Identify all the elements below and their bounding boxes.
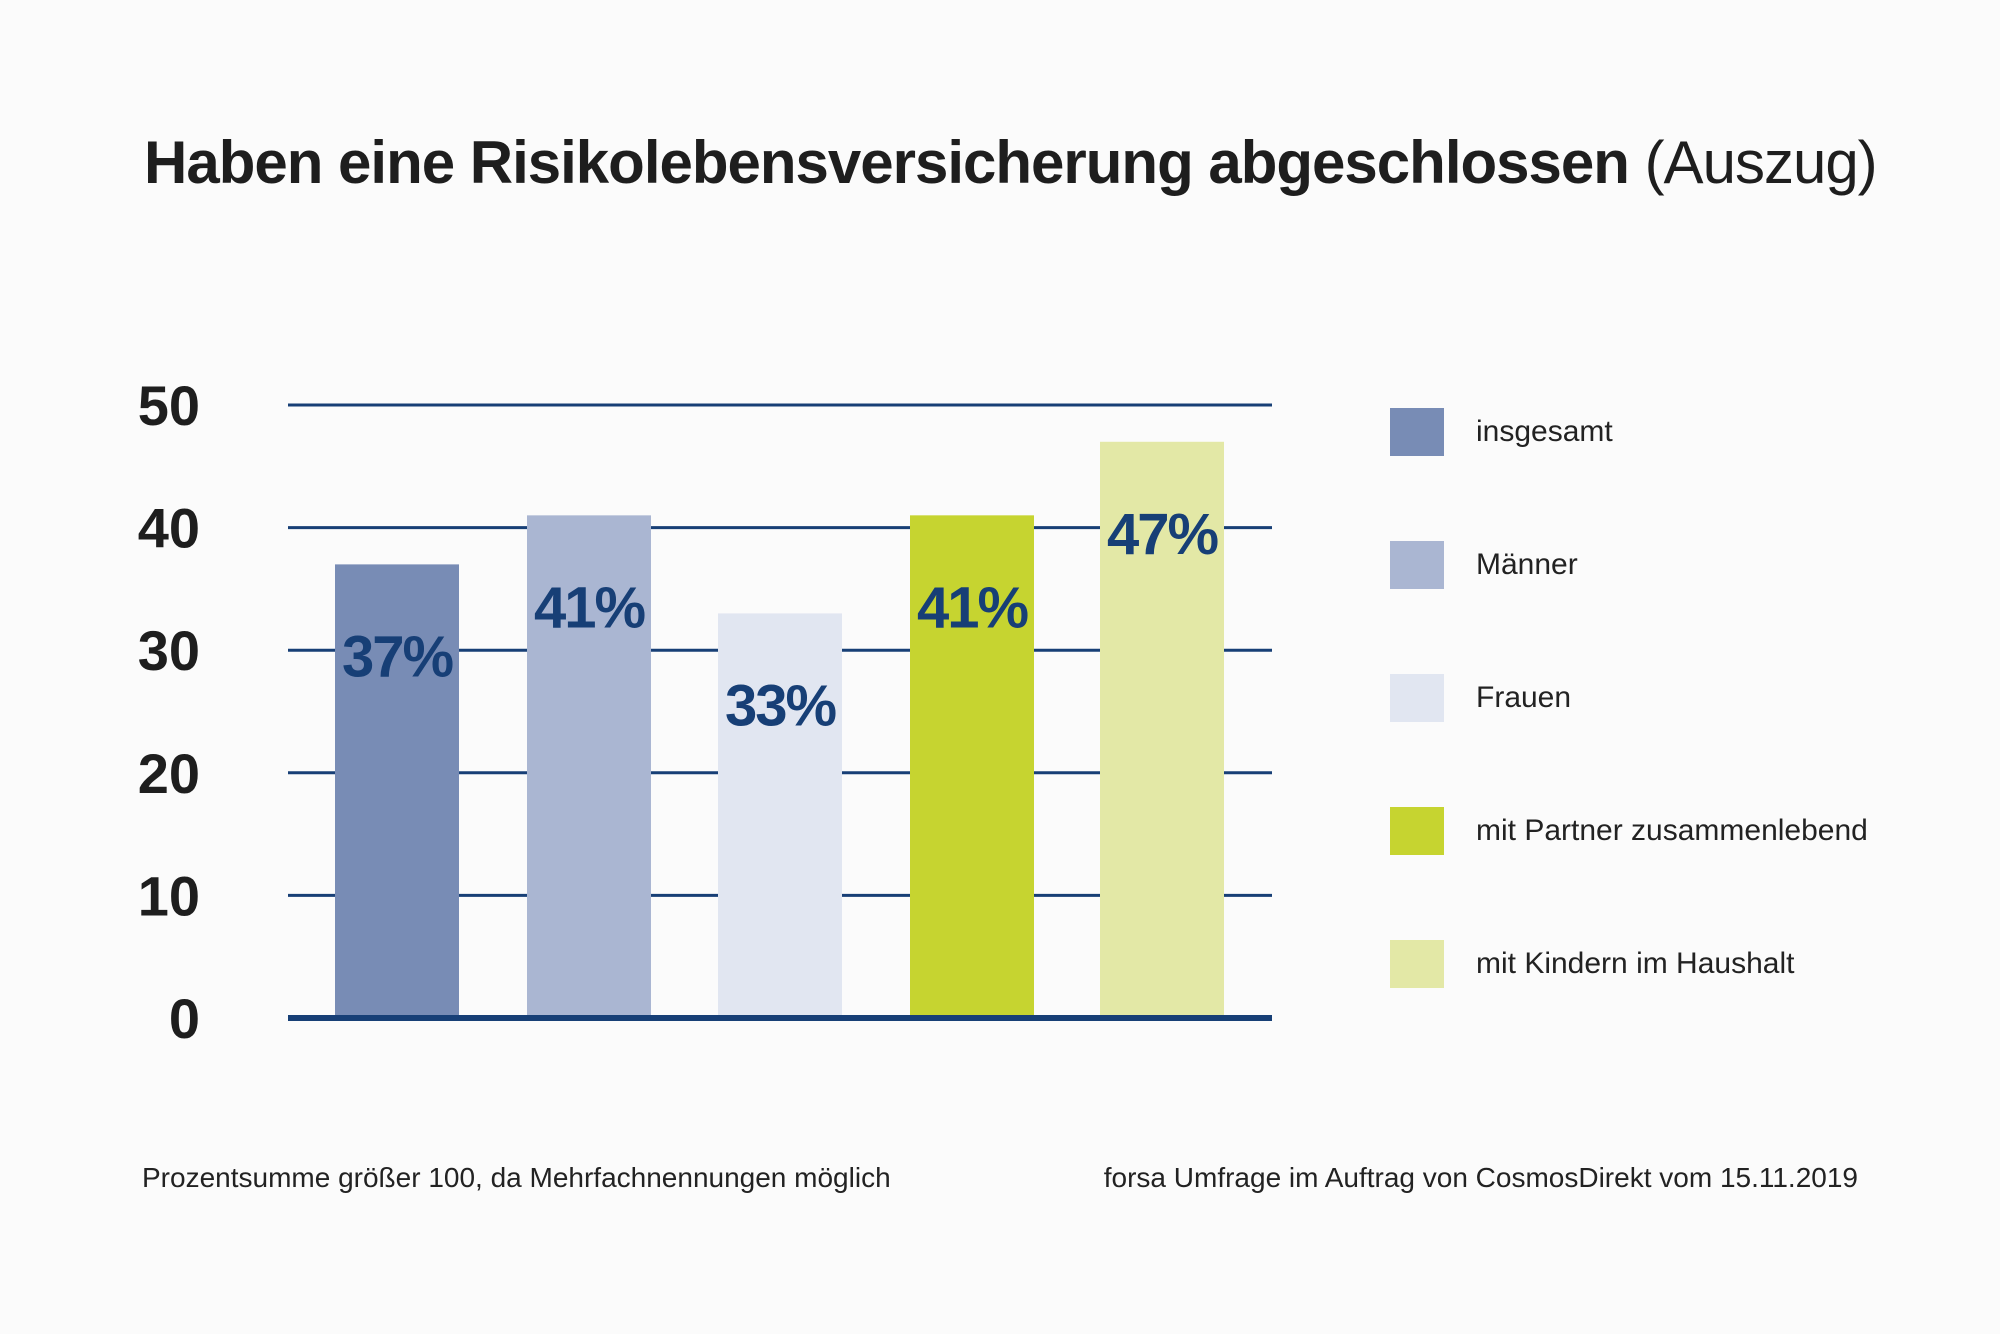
bar-0 xyxy=(335,564,459,1015)
bar-value-label-3: 41% xyxy=(917,575,1029,640)
y-tick-label-40: 40 xyxy=(138,497,200,560)
legend-swatch-maenner xyxy=(1390,541,1444,589)
chart-title: Haben eine Risikolebensversicherung abge… xyxy=(144,128,1878,197)
footnote-left: Prozentsumme größer 100, da Mehrfachnenn… xyxy=(142,1162,891,1193)
bar-value-label-4: 47% xyxy=(1107,502,1219,567)
bar-3 xyxy=(910,515,1034,1015)
legend-swatch-frauen xyxy=(1390,674,1444,722)
chart-title-suffix: (Auszug) xyxy=(1644,129,1878,196)
legend-label-frauen: Frauen xyxy=(1476,681,1572,714)
y-tick-label-0: 0 xyxy=(169,987,200,1050)
footnote-right: forsa Umfrage im Auftrag von CosmosDirek… xyxy=(1103,1162,1858,1193)
bar-value-label-0: 37% xyxy=(342,624,454,689)
bar-1 xyxy=(527,515,651,1015)
y-tick-label-10: 10 xyxy=(138,864,200,927)
legend-swatch-kinder xyxy=(1390,940,1444,988)
bar-value-label-1: 41% xyxy=(534,575,646,640)
legend-item-frauen: Frauen xyxy=(1390,674,1571,722)
bar-2 xyxy=(718,613,842,1015)
y-tick-label-30: 30 xyxy=(138,619,200,682)
legend-label-kinder: mit Kindern im Haushalt xyxy=(1476,947,1795,980)
legend-item-kinder: mit Kindern im Haushalt xyxy=(1390,940,1794,988)
legend-swatch-insgesamt xyxy=(1390,408,1444,456)
legend-label-partner: mit Partner zusammenlebend xyxy=(1476,814,1868,847)
legend-item-insgesamt: insgesamt xyxy=(1390,408,1613,456)
bar-4 xyxy=(1100,441,1224,1015)
y-tick-label-50: 50 xyxy=(138,374,200,437)
legend-swatch-partner xyxy=(1390,807,1444,855)
legend-item-partner: mit Partner zusammenlebend xyxy=(1390,807,1868,855)
legend-label-insgesamt: insgesamt xyxy=(1476,415,1613,448)
y-tick-label-20: 20 xyxy=(138,742,200,805)
bar-value-label-2: 33% xyxy=(725,673,837,738)
chart-title-main: Haben eine Risikolebensversicherung abge… xyxy=(144,129,1630,196)
legend-item-maenner: Männer xyxy=(1390,541,1578,589)
legend-label-maenner: Männer xyxy=(1476,548,1578,581)
